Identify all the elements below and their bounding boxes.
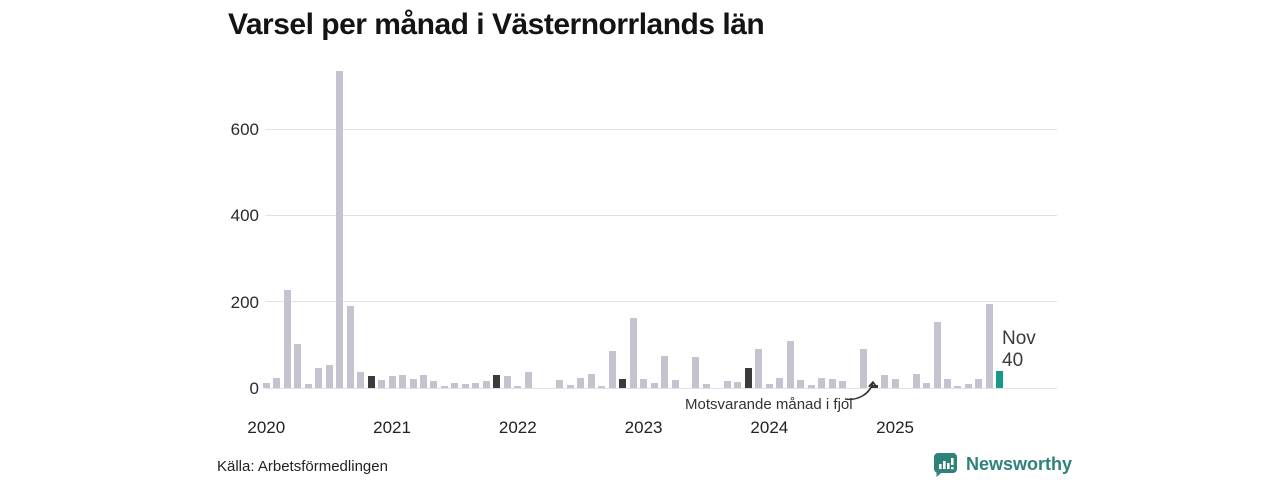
bar-previous-november <box>619 378 627 388</box>
bar <box>440 386 448 388</box>
bar <box>964 384 972 388</box>
bar <box>503 375 511 388</box>
bar <box>430 381 438 388</box>
bar <box>755 349 763 388</box>
bar <box>818 378 826 388</box>
bar <box>702 384 710 388</box>
bar <box>629 317 637 388</box>
bar <box>944 378 951 388</box>
bar <box>985 304 993 388</box>
bar <box>524 372 532 388</box>
highlight-value-label: Nov 40 <box>1002 328 1036 372</box>
bar <box>304 384 312 388</box>
bar <box>912 373 920 388</box>
bar <box>839 381 847 388</box>
y-tick-label: 400 <box>230 206 259 226</box>
bar <box>336 70 344 388</box>
highlight-value: 40 <box>1002 350 1024 371</box>
bar <box>399 374 407 388</box>
chart-title: Varsel per månad i Västernorrlands län <box>228 8 765 41</box>
bar <box>776 378 784 388</box>
y-tick-label: 0 <box>249 379 259 398</box>
bar <box>608 351 616 388</box>
bar <box>566 384 574 388</box>
bar <box>461 383 469 388</box>
bar <box>346 306 354 388</box>
bar <box>797 379 805 388</box>
bar <box>891 378 899 388</box>
x-tick-label: 2022 <box>498 418 537 437</box>
gridline <box>265 128 1057 130</box>
bar <box>294 343 302 388</box>
gridline <box>265 301 1057 303</box>
x-tick-label: 2020 <box>247 418 286 437</box>
bar <box>734 381 742 388</box>
bar-previous-november <box>870 385 878 388</box>
bar <box>556 380 564 388</box>
bar <box>661 355 669 388</box>
bar <box>451 383 459 388</box>
bar <box>692 356 700 388</box>
bar <box>587 373 595 388</box>
x-tick-label: 2021 <box>373 418 411 437</box>
highlight-month: Nov <box>1002 328 1036 349</box>
bar <box>388 376 396 388</box>
bar <box>650 382 658 388</box>
bar <box>828 379 836 388</box>
brand-logo: Newsworthy <box>933 452 1072 477</box>
bar <box>765 384 773 388</box>
bar <box>954 385 962 388</box>
annotation-last-year: Motsvarande månad i fjol <box>685 396 853 413</box>
brand-name: Newsworthy <box>966 454 1073 474</box>
bar-previous-november <box>367 376 375 388</box>
x-tick-label: 2025 <box>876 418 915 437</box>
annotation-arrow-icon <box>844 381 877 401</box>
plot-area: 0 200 400 600 2020 2021 2022 2023 2024 2025 <box>231 60 1057 437</box>
gridline <box>265 214 1057 216</box>
bar <box>923 382 931 388</box>
bar <box>283 289 291 388</box>
bar <box>273 378 281 388</box>
bar <box>472 383 480 388</box>
bar <box>723 380 731 388</box>
bar-highlight <box>996 370 1004 388</box>
y-tick-label: 600 <box>230 120 259 140</box>
bar <box>975 378 983 388</box>
bar <box>378 379 386 388</box>
bar <box>409 379 417 388</box>
bar <box>671 379 679 388</box>
bar <box>933 321 941 388</box>
bar <box>881 375 889 388</box>
bar <box>357 372 365 388</box>
bar <box>514 385 522 388</box>
x-tick-label: 2024 <box>750 418 789 437</box>
bar <box>577 378 585 388</box>
bar-previous-november <box>493 374 501 388</box>
x-tick-label: 2023 <box>624 418 663 437</box>
gridline <box>265 387 1057 389</box>
y-tick-label: 200 <box>230 292 259 312</box>
bar <box>262 382 270 388</box>
source-note: Källa: Arbetsförmedlingen <box>217 458 388 475</box>
bar <box>315 367 323 388</box>
bar <box>420 375 427 388</box>
newsworthy-icon <box>934 453 957 477</box>
bar <box>807 384 815 388</box>
bar-previous-november <box>744 367 752 388</box>
bar <box>640 378 648 388</box>
bar <box>598 386 606 388</box>
bar <box>786 340 794 388</box>
bar <box>482 381 490 388</box>
bar <box>325 365 333 388</box>
bar <box>860 349 868 388</box>
